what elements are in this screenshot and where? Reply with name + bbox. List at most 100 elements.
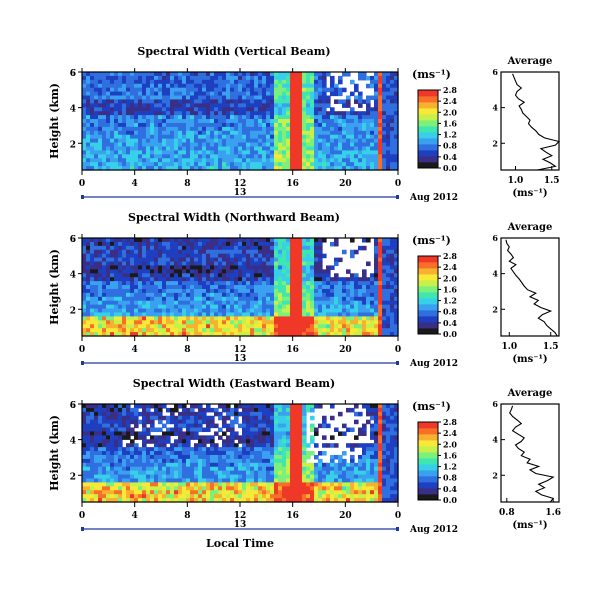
date-label: Aug 2012 [409,359,458,369]
y-axis-label: Height (km) [48,249,61,325]
average-y-tick-label: 4 [492,435,498,445]
average-profile-line [505,239,558,337]
x-tick-label: 0 [395,179,401,189]
colorbar-tick-label: 2.8 [443,417,457,427]
y-tick-label: 4 [70,105,76,115]
x-tick-label: 0 [395,511,401,521]
colorbar-tick-label: 0.4 [443,484,457,494]
colorbar-frame [417,255,439,335]
x-tick-label: 20 [339,179,352,189]
colorbar-tick-label: 0.0 [443,163,457,173]
day-label: 13 [234,354,247,364]
colorbar-segment [418,310,438,317]
day-label: 13 [234,520,247,530]
colorbar-segment [418,316,438,323]
colorbar-segment [418,458,438,465]
day-bar-end [396,527,399,531]
colorbar-segment [418,328,438,335]
colorbar-tick-label: 0.8 [443,141,457,151]
day-label: 13 [234,188,247,198]
colorbar-segment [418,292,438,299]
average-y-tick-label: 6 [492,67,498,77]
colorbar-segment [418,286,438,293]
x-tick-label: 8 [184,511,190,521]
heatmap-cells [82,404,399,503]
average-x-tick-label: 1.5 [543,342,559,352]
y-axis-label: Height (km) [48,83,61,159]
day-bar-start [81,527,84,531]
colorbar-unit: (ms⁻¹) [412,234,451,247]
colorbar-segment [418,274,438,281]
average-y-tick-label: 6 [492,233,498,243]
x-tick-label: 4 [132,179,138,189]
colorbar-segment [418,440,438,447]
colorbar-segment [418,476,438,483]
colorbar-segment [418,304,438,311]
colorbar-segment [418,132,438,139]
colorbar-segment [418,470,438,477]
average-title: Average [507,388,553,399]
colorbar-frame [417,89,439,169]
colorbar-tick-label: 1.2 [443,462,457,472]
x-tick-label: 12 [234,345,247,355]
panel-2: Spectral Width (Eastward Beam) 2 4 6 6 Height… [48,377,561,535]
x-tick-label: 4 [132,511,138,521]
y-tick-label: 4 [70,437,76,447]
colorbar-segment [418,494,438,501]
x-tick-label: 0 [79,511,85,521]
average-xlabel: (ms⁻¹) [512,354,547,365]
colorbar-tick-label: 2.0 [443,439,457,449]
average-y-tick-label: 4 [492,103,498,113]
xaxis-title: Local Time [206,537,274,550]
colorbar-segment [418,298,438,305]
y-tick-label: 2 [70,472,76,482]
colorbar-tick-label: 0.8 [443,473,457,483]
average-x-tick-label: 1.5 [544,176,560,186]
x-tick-label: 4 [132,345,138,355]
colorbar-tick-label: 0.0 [443,329,457,339]
colorbar-tick-label: 0.4 [443,152,457,162]
colorbar-tick-label: 2.8 [443,251,457,261]
colorbar-segment [418,90,438,97]
average-profile-line [512,73,561,171]
date-label: Aug 2012 [409,193,458,203]
average-y-tick-label: 6 [492,399,498,409]
day-bar-start [81,195,84,199]
x-tick-label: 8 [184,179,190,189]
x-tick-label: 20 [339,345,352,355]
colorbar-tick-label: 2.0 [443,107,457,117]
colorbar-segment [418,434,438,441]
y-tick-label: 4 [70,271,76,281]
average-x-tick-label: 1.0 [501,342,517,352]
average-profile-line [509,405,555,503]
panel-title: Spectral Width (Eastward Beam) [133,377,335,390]
y-tick-label: 6 [70,235,76,245]
colorbar-tick-label: 0.4 [443,318,457,328]
colorbar-tick-label: 1.6 [443,450,457,460]
average-xlabel: (ms⁻¹) [512,188,547,199]
colorbar-segment [418,452,438,459]
colorbar-segment [418,256,438,263]
colorbar-unit: (ms⁻¹) [412,400,451,413]
colorbar-segment [418,108,438,115]
day-bar-end [396,361,399,365]
x-tick-label: 16 [286,179,299,189]
average-y-tick-label: 4 [492,269,498,279]
y-tick-label: 6 [70,69,76,79]
colorbar-tick-label: 2.4 [443,96,457,106]
average-y-tick-label: 2 [492,138,498,148]
colorbar-segment [418,126,438,133]
colorbar-segment [418,144,438,151]
y-tick-label: 6 [70,235,76,245]
colorbar-segment [418,428,438,435]
panel-title: Spectral Width (Vertical Beam) [137,45,330,58]
colorbar-tick-label: 1.2 [443,130,457,140]
colorbar-segment [418,162,438,169]
x-tick-label: 8 [184,345,190,355]
x-tick-label: 16 [286,345,299,355]
average-title: Average [507,56,553,67]
colorbar-segment [418,96,438,103]
average-x-tick-label: 0.8 [499,508,515,518]
colorbar-segment [418,464,438,471]
